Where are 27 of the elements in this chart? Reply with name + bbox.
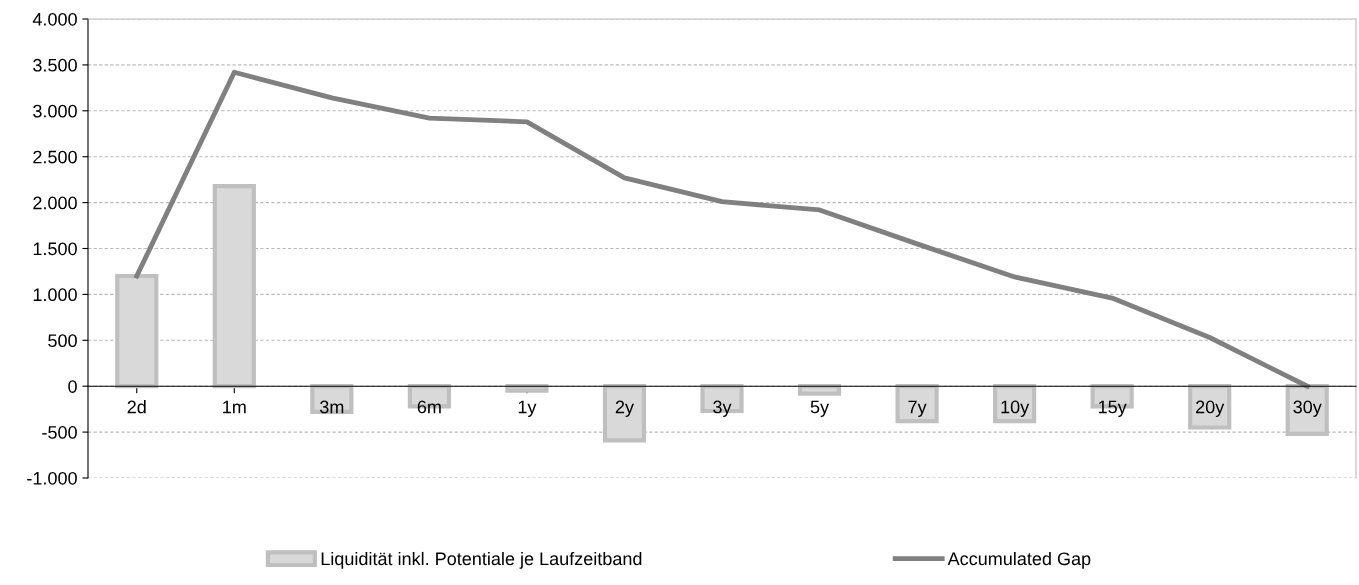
line-series [134, 69, 1310, 389]
x-tick-label: 10y [1001, 400, 1030, 417]
legend-label: Liquidität inkl. Potentiale je Laufzeitband [321, 551, 642, 569]
x-tick-label: 30y [1293, 400, 1322, 417]
y-tick-label: -1.000 [27, 471, 77, 485]
x-tick-label: 5y [810, 400, 830, 417]
y-tick-label: 1.500 [33, 242, 77, 256]
x-tick-label: 3m [319, 400, 344, 414]
y-tick-label: 1.000 [33, 288, 77, 302]
x-tick-label: 2y [615, 400, 634, 417]
y-tick-label: -500 [42, 426, 77, 439]
y-tick-label: 0 [68, 380, 77, 393]
x-tick-label: 20y [1196, 400, 1225, 417]
y-tick-label: 2.000 [33, 196, 77, 210]
x-tick-label: 6m [417, 400, 441, 414]
x-tick-label: 1y [518, 400, 537, 417]
y-tick-label: 500 [48, 334, 77, 348]
x-tick-label: 15y [1098, 400, 1127, 417]
legend-label: Accumulated Gap [947, 551, 1091, 569]
x-tick-label: 7y [908, 400, 927, 417]
y-tick-label: 2.500 [33, 150, 77, 164]
x-tick-label: 3y [713, 400, 732, 417]
x-tick-label: 2d [127, 400, 146, 414]
y-tick-label: 4.000 [32, 12, 77, 26]
x-tick-label: 1m [223, 400, 246, 414]
y-tick-label: 3.500 [33, 58, 77, 72]
y-tick-label: 3.000 [33, 104, 77, 118]
